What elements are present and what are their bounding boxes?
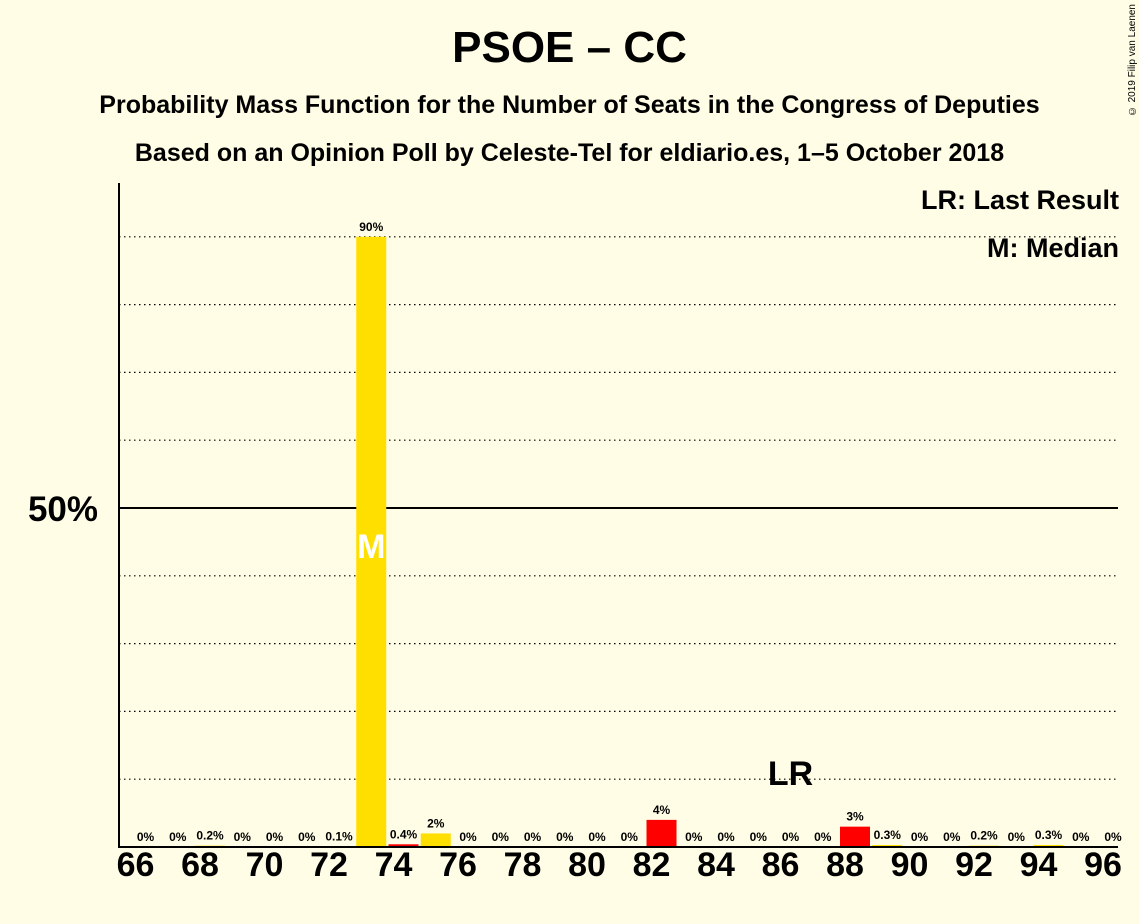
bar-label-76: 0% [459,830,477,844]
bar-label-86: 0% [782,830,800,844]
bar-seat-82 [646,819,677,847]
x-tick-label: 78 [504,846,542,884]
bars [195,236,1064,848]
x-tick-label: 84 [697,846,735,884]
bar-label-75: 2% [427,816,445,830]
bar-label-73: 90% [359,220,383,234]
bar-label-84: 0% [717,830,735,844]
bar-label-66: 0% [137,830,155,844]
bar-label-83: 0% [685,830,703,844]
bar-label-80: 0% [588,830,606,844]
bar-label-68: 0.2% [196,829,224,843]
x-tick-label: 92 [955,846,993,884]
bar-label-70: 0% [266,830,284,844]
legend-median: M: Median [987,233,1119,263]
x-tick-label: 74 [375,846,413,884]
x-tick-label: 80 [568,846,606,884]
x-tick-label: 70 [246,846,284,884]
bar-label-71: 0% [298,830,316,844]
chart-subtitle: Probability Mass Function for the Number… [99,91,1040,119]
bar-seat-73 [356,236,387,848]
chart-title: PSOE – CC [452,23,687,72]
bar-label-93: 0% [1008,830,1026,844]
legend-last-result: LR: Last Result [920,185,1119,215]
bar-label-69: 0% [234,830,252,844]
x-tick-label: 72 [310,846,348,884]
y-tick-label: 50% [28,490,98,529]
axes: 66 68 70 72 74 76 78 80 82 84 86 88 90 92 94 96 [117,183,1122,884]
bar-label-79: 0% [556,830,574,844]
x-tick-label: 66 [117,846,155,884]
bar-labels: 0% 0% 0.2% 0% 0% 0% 0.1% 90% 0.4% 2% 0% 0% 0% 0% 0% 0% 4… [137,220,1122,844]
bar-label-91: 0% [943,830,961,844]
x-tick-label: 68 [181,846,219,884]
x-tick-label: 94 [1020,846,1058,884]
bar-label-77: 0% [492,830,510,844]
bar-label-72: 0.1% [325,829,353,843]
x-tick-label: 96 [1084,846,1122,884]
x-tick-label: 90 [891,846,929,884]
bar-seat-94 [1033,844,1064,847]
bar-label-88: 3% [846,810,864,824]
bar-label-96: 0% [1104,830,1122,844]
x-tick-label: 88 [826,846,864,884]
median-marker: M [357,528,385,566]
bar-seat-89 [872,844,903,847]
bar-label-87: 0% [814,830,832,844]
bar-label-82: 4% [653,803,671,817]
bar-label-81: 0% [621,830,639,844]
gridlines: 50% [28,236,1118,780]
bar-label-90: 0% [911,830,929,844]
bar-label-89: 0.3% [874,828,902,842]
bar-label-85: 0% [750,830,768,844]
bar-label-94: 0.3% [1035,828,1063,842]
chart-source: Based on an Opinion Poll by Celeste-Tel … [134,139,1005,167]
bar-label-74: 0.4% [390,827,418,841]
last-result-marker: LR [768,755,813,793]
bar-seat-75 [420,833,451,847]
bar-label-92: 0.2% [970,829,998,843]
x-tick-label: 82 [633,846,671,884]
bar-seat-88 [840,826,870,847]
bar-label-78: 0% [524,830,542,844]
x-tick-label: 76 [439,846,477,884]
bar-seat-74 [388,844,419,847]
x-tick-label: 86 [762,846,800,884]
bar-label-67: 0% [169,830,187,844]
bar-label-95: 0% [1072,830,1090,844]
